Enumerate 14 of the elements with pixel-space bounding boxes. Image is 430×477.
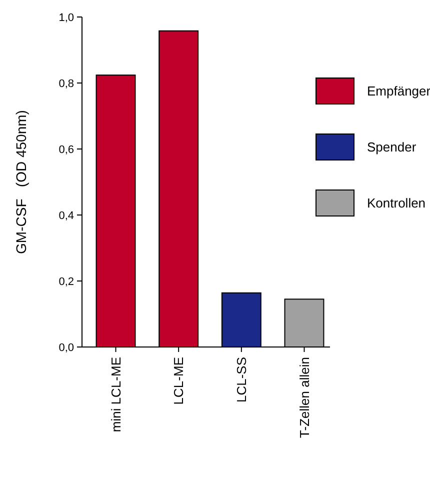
y-tick-label: 0,6 [58,144,74,156]
y-tick-label: 0,8 [58,78,74,90]
y-tick-label: 0,4 [58,210,74,222]
legend-label: Empfänger [367,84,430,99]
y-tick-label: 0,2 [58,276,74,288]
y-tick-label: 0,0 [58,342,74,354]
y-axis-title: GM-CSF (OD 450nm) [13,110,29,254]
x-tick-label: LCL-ME [171,356,186,405]
y-tick-label: 1,0 [58,12,74,24]
x-tick-label: T-Zellen allein [296,357,312,438]
x-tick-label: mini LCL-ME [108,356,124,432]
legend-label: Spender [367,140,417,155]
legend-label: Kontrollen [367,196,426,211]
x-tick-label: LCL-SS [234,356,249,403]
